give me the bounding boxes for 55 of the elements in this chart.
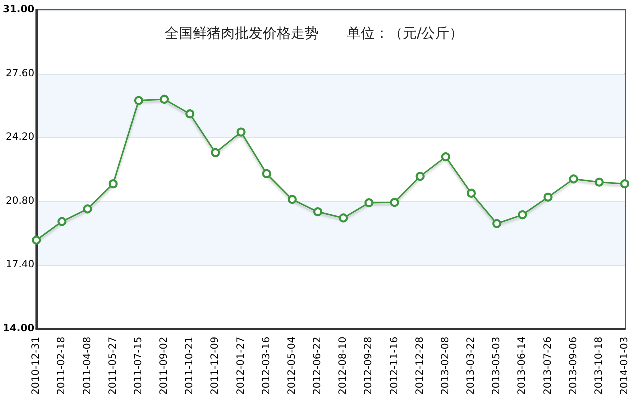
point xyxy=(441,152,450,162)
x-tick-label: 2013-06-14 xyxy=(517,336,528,396)
point xyxy=(492,219,502,228)
x-tick-label: 2011-07-15 xyxy=(133,336,144,396)
x-tick-label: 2011-04-08 xyxy=(82,336,94,396)
y-tick-label: 14.00 xyxy=(2,323,35,334)
point xyxy=(262,169,272,178)
point xyxy=(160,94,170,104)
point xyxy=(594,178,604,187)
x-tick-label: 2012-11-16 xyxy=(389,336,400,396)
point xyxy=(211,148,220,158)
x-tick-label: 2013-03-22 xyxy=(466,336,478,396)
point xyxy=(620,180,630,189)
point xyxy=(58,217,67,226)
point xyxy=(544,192,553,202)
x-tick-label: 2011-12-09 xyxy=(210,336,222,396)
point xyxy=(108,180,118,189)
y-tick-label: 27.60 xyxy=(6,68,35,80)
y-tick-label: 24.20 xyxy=(6,132,35,144)
x-tick-label: 2011-10-21 xyxy=(184,336,196,396)
x-tick-label: 2013-09-06 xyxy=(568,336,580,396)
x-tick-label: 2013-07-26 xyxy=(542,336,554,396)
point xyxy=(339,214,348,223)
point xyxy=(83,204,92,214)
point xyxy=(314,208,323,217)
text: 全国鲜猪肉批发价格走势 单位：（元/公斤） xyxy=(165,26,464,42)
x-tick-label: 2011-02-18 xyxy=(56,336,68,396)
x-tick-label: 2012-06-22 xyxy=(312,336,324,396)
x-tick-label: 2012-09-28 xyxy=(364,336,375,396)
x-tick-label: 2012-01-27 xyxy=(236,336,247,396)
x-tick-label: 2013-05-03 xyxy=(492,336,503,396)
y-tick-label: 20.80 xyxy=(6,196,35,207)
point xyxy=(186,110,195,119)
x-tick-label: 2012-03-16 xyxy=(261,336,272,396)
y-tick-label: 31.00 xyxy=(2,4,35,16)
point xyxy=(32,236,42,245)
x-tick-label: 2012-12-28 xyxy=(414,336,426,396)
x-tick-label: 2013-10-18 xyxy=(594,336,605,396)
point xyxy=(364,198,374,208)
point xyxy=(467,188,476,198)
x-tick-label: 2011-09-02 xyxy=(159,336,170,396)
x-tick-label: 2013-02-08 xyxy=(440,336,452,396)
point xyxy=(390,198,400,208)
point xyxy=(416,172,425,182)
x-tick-label: 2012-08-10 xyxy=(338,336,350,396)
point xyxy=(288,195,297,204)
point xyxy=(569,174,578,184)
y-tick-label: 17.40 xyxy=(6,260,35,271)
point xyxy=(518,210,528,220)
x-tick-label: 2012-05-04 xyxy=(286,336,298,396)
point xyxy=(236,128,246,137)
x-tick-label: 2014-01-03 xyxy=(620,336,630,396)
point xyxy=(134,96,144,106)
x-tick-label: 2010-12-31 xyxy=(31,336,42,396)
x-tick-label: 2011-05-27 xyxy=(108,336,119,396)
